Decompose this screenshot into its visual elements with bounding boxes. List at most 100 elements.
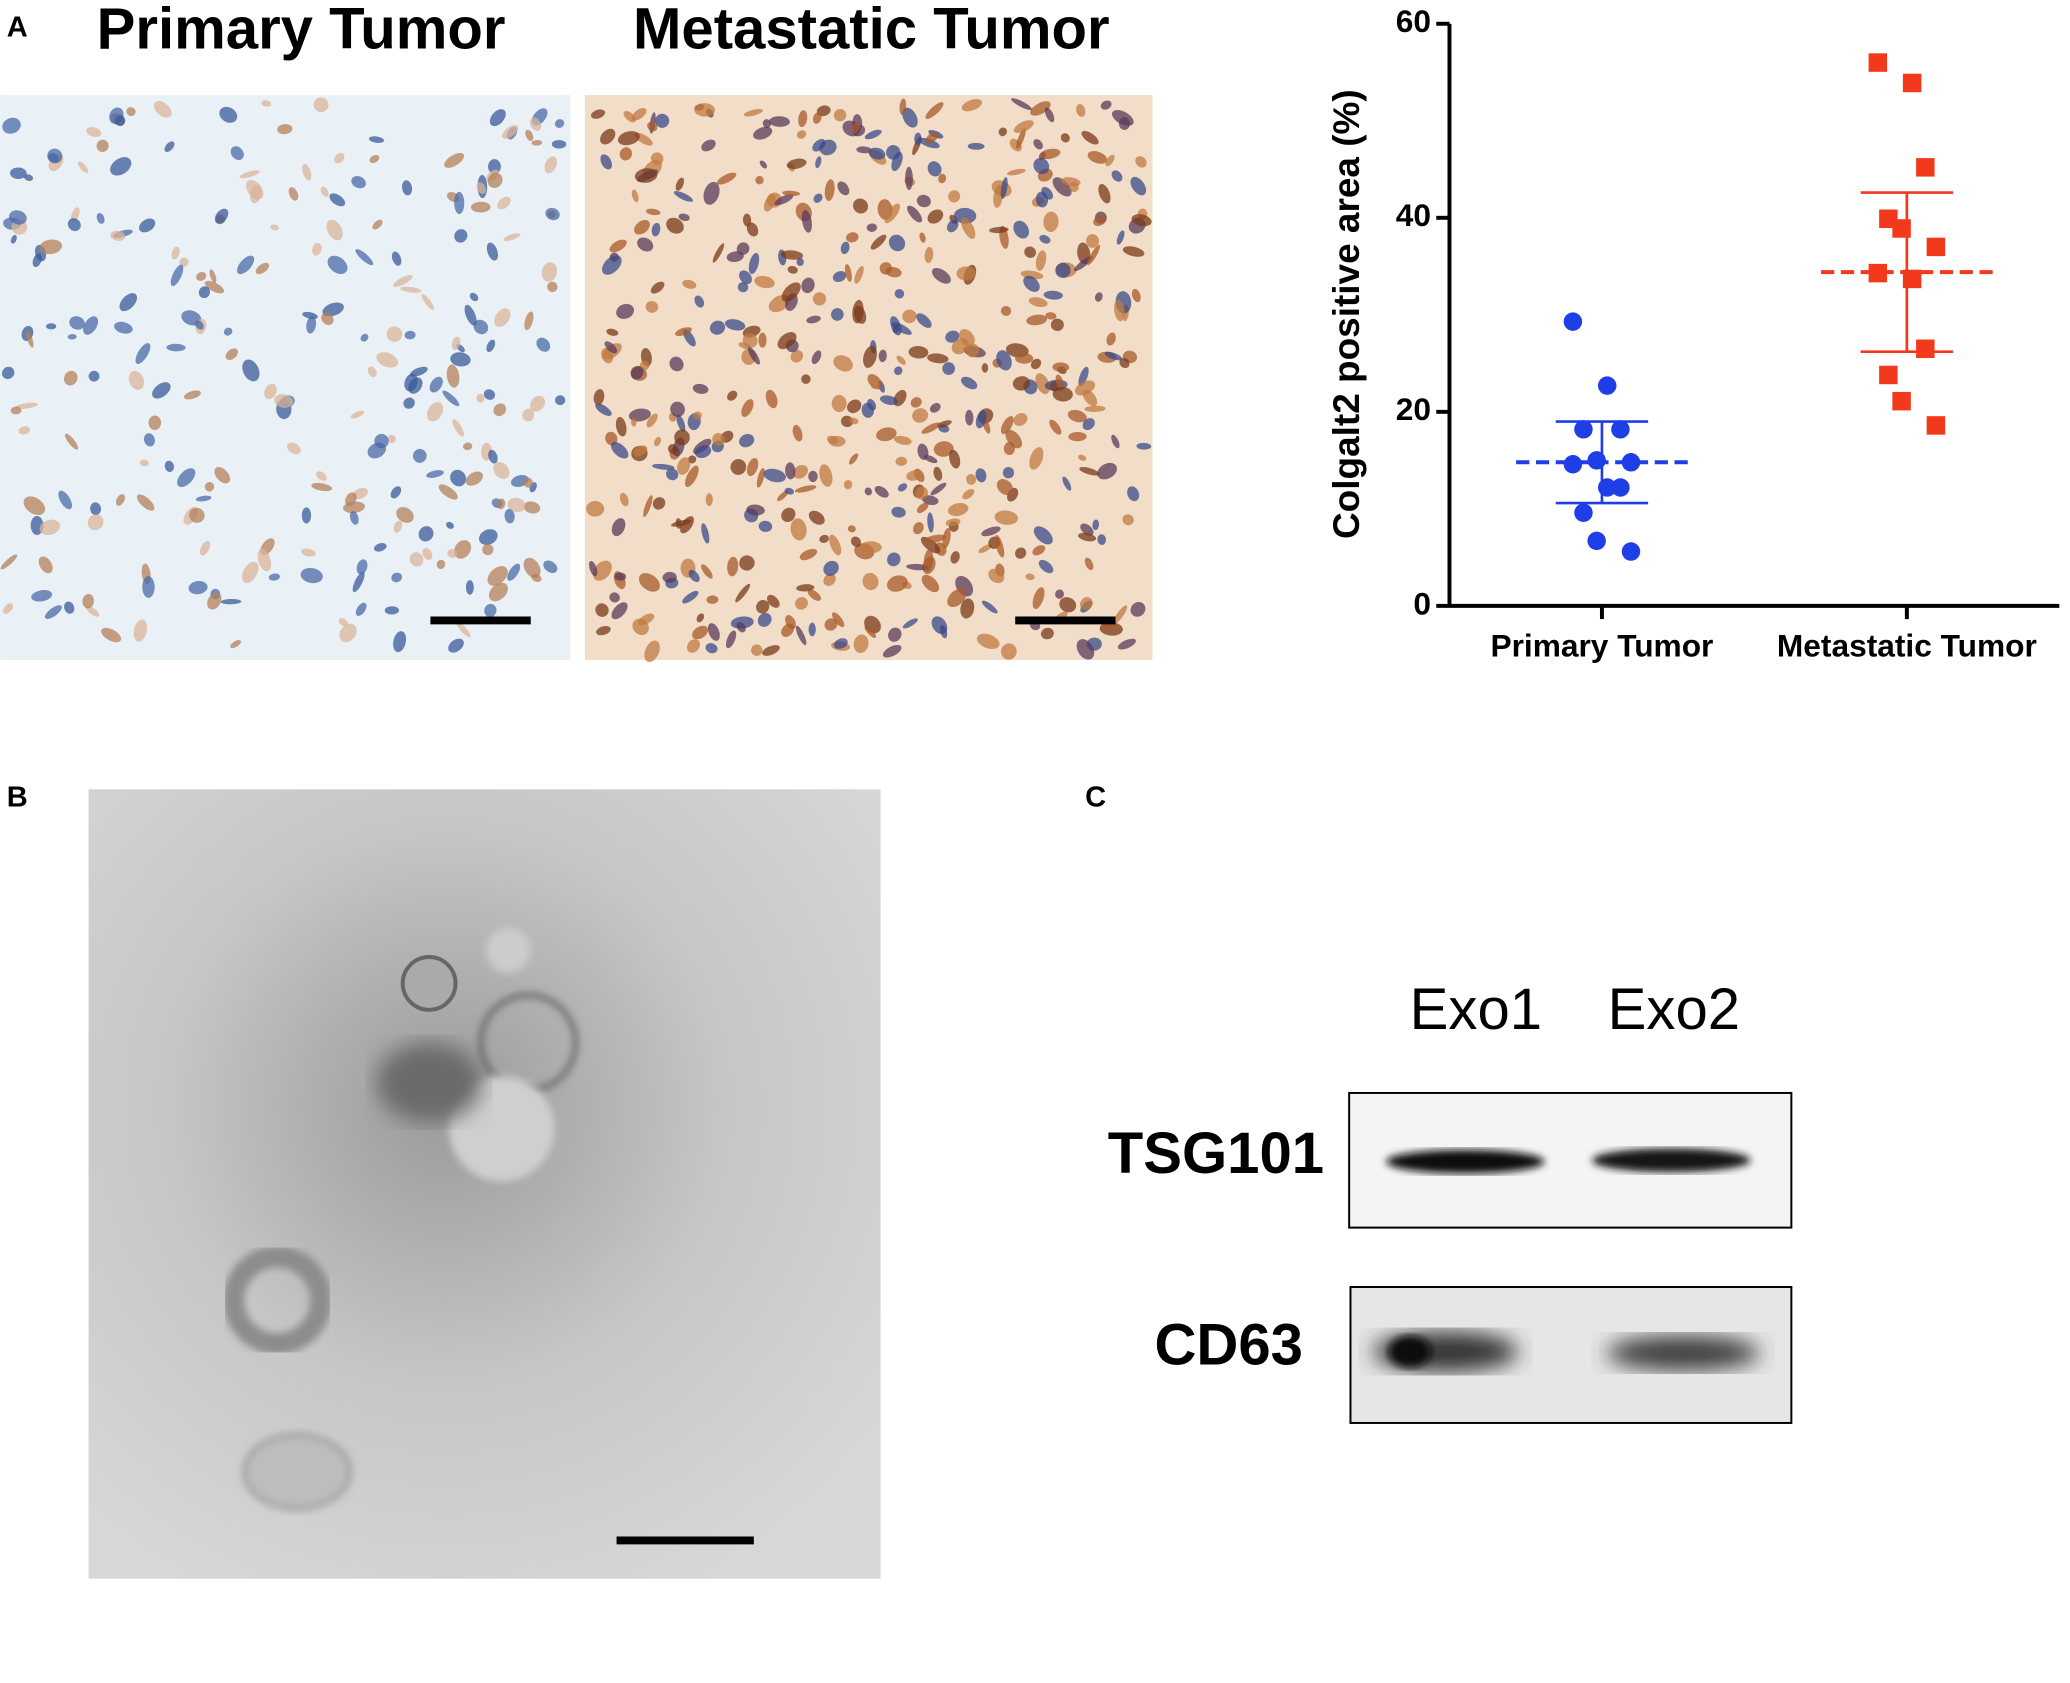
cell [128,370,145,390]
cell [894,366,903,376]
cell [694,103,716,117]
cell [847,399,862,414]
cell [10,234,17,244]
cell [687,455,697,464]
cell [1050,318,1064,332]
cell [442,390,460,407]
cell [219,106,238,123]
cell [746,504,765,516]
cell [412,448,427,463]
cell [617,131,640,146]
cell [1080,597,1093,611]
cell [807,589,822,601]
cell [274,394,294,408]
cell [936,420,952,428]
cell [739,270,752,285]
cell [507,563,521,581]
cell [544,156,558,174]
cell [476,182,486,194]
cell [486,339,496,353]
cell [356,559,368,575]
cell [1097,534,1107,545]
cell [83,316,99,335]
cell [966,343,980,358]
cell [819,534,830,543]
cell [730,458,747,475]
blot-label: CD63 [1154,1312,1303,1377]
x-tick-label: Primary Tumor [1490,627,1713,663]
cell [426,402,444,422]
cell [523,501,541,514]
cell [833,355,853,372]
cell [171,246,180,260]
cell [906,563,930,571]
data-point [1611,420,1630,439]
cell [726,630,737,649]
cell [1040,627,1054,640]
cell [503,233,521,241]
cell [746,222,759,237]
cell [493,403,507,417]
cell [780,250,804,260]
cell [694,295,705,308]
cell [602,255,622,275]
cell [633,445,648,457]
cell [1084,405,1106,412]
cell [524,311,534,331]
cell [164,460,175,472]
cell [981,526,1001,537]
cell [680,516,694,534]
cell [630,366,644,380]
data-point [1926,416,1946,435]
cell [87,514,104,531]
cell [152,382,171,399]
cell [334,152,345,164]
cell [893,435,912,445]
cell [391,572,403,583]
cell [634,220,650,235]
cell [614,572,627,581]
cell [1043,290,1063,300]
cell [1122,514,1134,526]
cell [694,445,712,459]
cell [313,97,329,113]
band [1592,1148,1751,1173]
cell [115,494,125,506]
cell [453,540,472,559]
cell [476,393,485,403]
cell [644,640,660,663]
cell [812,292,827,306]
band [1386,1149,1545,1174]
cell [843,479,853,490]
cell [426,470,444,478]
data-point [1621,453,1641,472]
cell [1068,432,1087,442]
cell [832,271,847,283]
cell [762,119,772,128]
cell [1035,250,1047,271]
cell [436,559,446,570]
cell [487,566,508,586]
cell [650,152,664,165]
cell [774,194,794,206]
cell [1111,110,1134,126]
cell [739,555,755,571]
cell [897,483,908,492]
cell [748,252,760,275]
cell [523,477,533,488]
cell [924,246,934,264]
cell [682,590,699,604]
cell [18,426,31,435]
cell [545,207,560,221]
cell [531,139,543,146]
cell [164,141,175,152]
cell [497,196,511,210]
cell [96,213,105,224]
data-point [1879,365,1898,385]
cell [677,457,691,475]
cell [701,139,716,152]
cell [796,584,815,592]
cell [931,267,951,284]
cell [808,470,818,483]
